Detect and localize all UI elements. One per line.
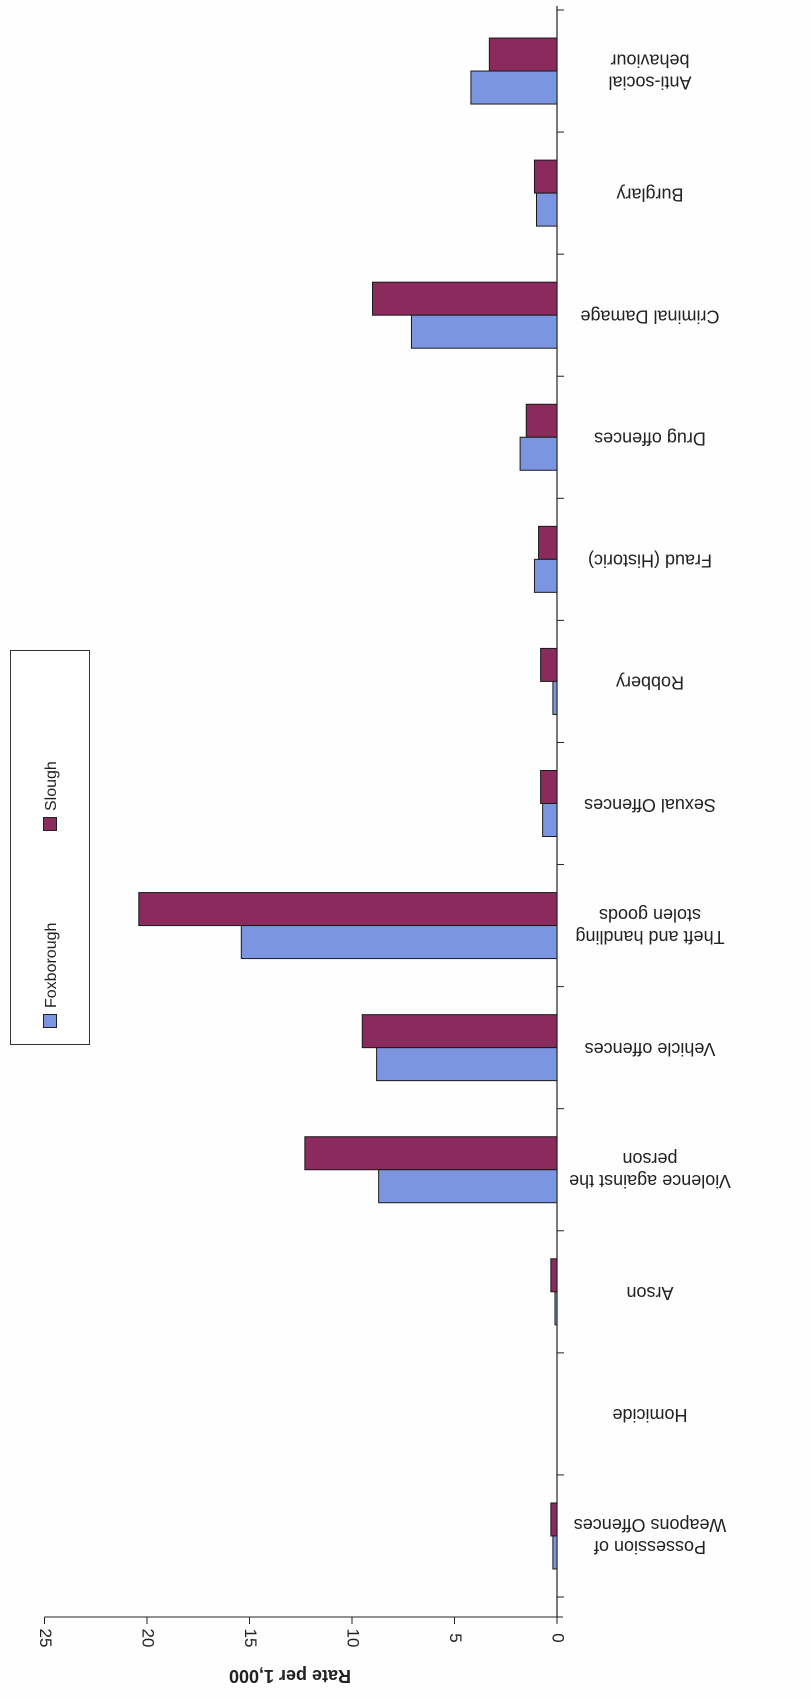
bar-foxborough bbox=[542, 803, 558, 837]
bar-slough bbox=[361, 1014, 558, 1049]
bar-slough bbox=[538, 525, 558, 560]
bar-foxborough bbox=[552, 680, 558, 715]
category-label: person bbox=[622, 1149, 677, 1169]
value-tick-label: 20 bbox=[139, 1629, 158, 1648]
category-label: Homicide bbox=[612, 1405, 687, 1425]
bar-slough bbox=[138, 892, 558, 927]
category-label: behaviour bbox=[610, 50, 689, 70]
value-tick-label: 0 bbox=[549, 1633, 568, 1642]
bar-slough bbox=[488, 37, 558, 72]
legend-swatch-slough bbox=[43, 817, 57, 831]
category-label: Theft and handling bbox=[575, 927, 724, 947]
category-label: Weapons Offences bbox=[574, 1515, 726, 1535]
bar-slough bbox=[550, 1258, 558, 1293]
bar-foxborough bbox=[410, 314, 558, 349]
category-label: Sexual Offences bbox=[584, 795, 716, 815]
legend-item-slough: Slough bbox=[43, 761, 61, 831]
category-label: Arson bbox=[626, 1283, 673, 1303]
value-tick-label: 10 bbox=[344, 1629, 363, 1648]
legend-label-slough: Slough bbox=[43, 761, 60, 811]
legend-item-foxborough: Foxborough bbox=[43, 923, 61, 1028]
category-label: Vehicle offences bbox=[585, 1039, 716, 1059]
value-axis-title: Rate per 1,000 bbox=[229, 1666, 351, 1686]
category-label: stolen goods bbox=[599, 905, 701, 925]
bar-foxborough bbox=[240, 925, 558, 960]
bar-slough bbox=[550, 1502, 558, 1537]
bar-foxborough bbox=[519, 436, 558, 471]
bar-foxborough bbox=[376, 1047, 558, 1082]
bar-foxborough bbox=[552, 1535, 558, 1570]
category-label: Robbery bbox=[616, 673, 684, 693]
category-label: Drug offences bbox=[594, 429, 706, 449]
bar-slough bbox=[304, 1136, 558, 1171]
bar-foxborough bbox=[470, 70, 558, 105]
value-tick-label: 5 bbox=[446, 1633, 465, 1642]
value-tick-label: 15 bbox=[241, 1629, 260, 1648]
bar-foxborough bbox=[554, 1291, 558, 1326]
category-label: Fraud (Historic) bbox=[588, 551, 712, 571]
bar-slough bbox=[540, 647, 558, 682]
category-label: Anti-social bbox=[608, 72, 691, 92]
value-tick-label: 25 bbox=[36, 1629, 55, 1648]
category-label: Burglary bbox=[616, 184, 683, 204]
bar-foxborough bbox=[533, 558, 558, 593]
bar-foxborough bbox=[536, 192, 558, 227]
bar-slough bbox=[540, 770, 558, 804]
bar-slough bbox=[372, 281, 558, 316]
bar-foxborough bbox=[378, 1169, 558, 1204]
legend-swatch-foxborough bbox=[43, 1014, 57, 1028]
category-label: Possession of bbox=[593, 1537, 706, 1557]
category-label: Criminal Damage bbox=[580, 306, 719, 326]
bar-slough bbox=[533, 159, 558, 194]
category-label: Violence against the bbox=[569, 1171, 731, 1191]
bar-slough bbox=[525, 403, 558, 438]
legend: Foxborough Slough bbox=[10, 650, 90, 1045]
legend-label-foxborough: Foxborough bbox=[43, 922, 60, 1008]
